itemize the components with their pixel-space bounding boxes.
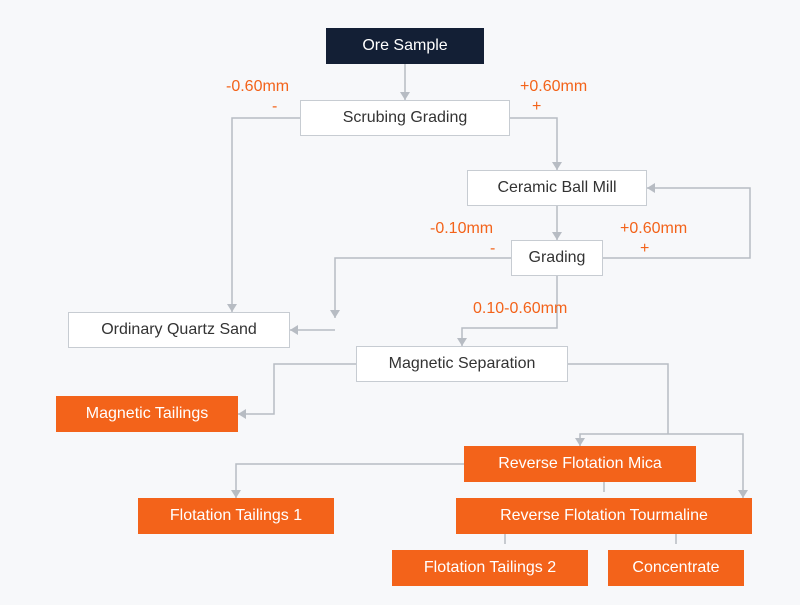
node-ore-sample: Ore Sample [326,28,484,64]
node-reverse-flotation-tourmaline: Reverse Flotation Tourmaline [456,498,752,534]
edge-label-minus-060mm: -0.60mm [226,78,289,96]
node-magnetic-separation: Magnetic Separation [356,346,568,382]
edge-label-minus-sign-2: - [490,240,495,258]
node-concentrate: Concentrate [608,550,744,586]
edge-label-plus-sign-2: + [640,240,649,258]
edge-label-plus-sign-1: + [532,98,541,116]
node-ceramic-ball-mill: Ceramic Ball Mill [467,170,647,206]
edge-label-plus-060mm-2: +0.60mm [620,220,687,238]
node-ordinary-quartz-sand: Ordinary Quartz Sand [68,312,290,348]
node-scrubbing-grading: Scrubing Grading [300,100,510,136]
edge-label-plus-060mm: +0.60mm [520,78,587,96]
edge-label-010-060mm: 0.10-0.60mm [473,300,567,318]
edge-label-minus-010mm: -0.10mm [430,220,493,238]
node-flotation-tailings-2: Flotation Tailings 2 [392,550,588,586]
edge-label-minus-sign-1: - [272,98,277,116]
node-flotation-tailings-1: Flotation Tailings 1 [138,498,334,534]
node-reverse-flotation-mica: Reverse Flotation Mica [464,446,696,482]
node-magnetic-tailings: Magnetic Tailings [56,396,238,432]
node-grading: Grading [511,240,603,276]
